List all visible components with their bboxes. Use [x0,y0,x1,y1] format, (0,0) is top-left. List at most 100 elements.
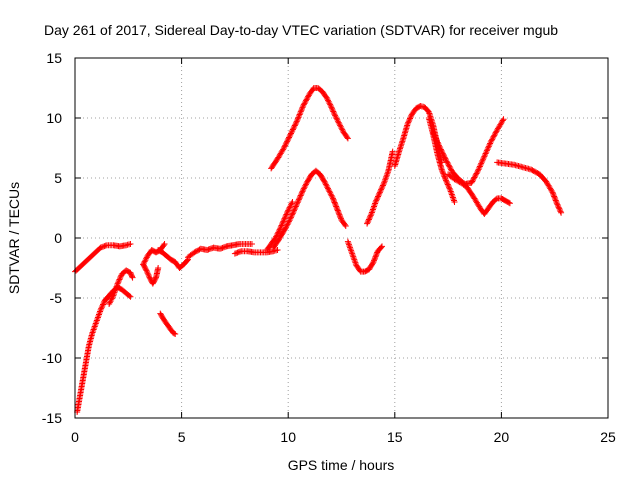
data-point [383,172,390,179]
data-point [440,172,447,178]
data-point [140,260,147,266]
data-point [439,167,446,174]
data-point [323,182,330,189]
data-point [142,257,149,264]
data-point [248,241,255,247]
data-point [487,139,494,145]
data-point [289,210,296,217]
data-point [404,121,411,127]
data-point [294,200,301,207]
data-point [273,233,280,240]
data-point [345,240,352,247]
data-point [95,311,102,318]
data-point [407,115,414,122]
data-point [280,146,287,153]
data-point [108,296,115,303]
data-point [285,218,292,225]
data-point [444,181,451,188]
data-point [440,170,447,177]
data-point [338,125,345,132]
data-point [293,119,300,126]
data-point [558,209,565,216]
data-point [324,96,331,102]
data-point [281,215,288,222]
data-point [127,293,134,300]
data-point [350,255,357,262]
data-point [554,201,561,208]
data-point [297,193,304,200]
data-point [337,122,344,129]
data-point [109,294,116,300]
data-point [451,199,458,205]
data-point [282,214,289,221]
data-point [439,149,446,156]
series-arc-3 [106,267,136,307]
data-point [296,111,303,118]
data-point [98,305,105,312]
data-point [443,178,450,185]
series-arc-16 [425,115,458,205]
data-point [483,147,490,154]
data-point [551,193,558,200]
data-point [449,194,456,201]
data-point [129,273,136,280]
axis-ticks: 0 5 10 15 20 25 -15 -10 -5 0 5 10 15 [42,50,616,445]
data-point [371,203,378,210]
data-point [288,201,295,208]
data-point [305,93,312,100]
data-point [479,157,486,164]
data-point [447,166,454,173]
data-point [446,163,453,170]
data-point [334,116,341,123]
data-point [486,141,493,148]
data-point [371,257,378,264]
data-point [372,253,379,260]
data-point [303,180,310,186]
data-point [475,166,482,173]
data-point [478,159,485,166]
data-point [379,183,386,190]
data-point [286,134,293,141]
data-point [477,162,484,169]
data-point [288,129,295,136]
data-point [195,247,202,254]
data-point [327,191,334,198]
series-arc-19 [494,159,565,216]
series-arc-4 [140,261,162,287]
data-point [272,235,279,241]
data-point [326,100,333,107]
data-point [452,176,459,183]
data-point [351,258,358,265]
x-tick-label: 10 [280,429,296,445]
data-point [481,151,488,158]
data-point [91,325,98,331]
data-point [332,202,339,209]
data-point [160,242,167,249]
data-point [473,170,480,177]
data-point [284,137,291,144]
data-point [280,218,287,225]
data-point [302,181,309,188]
chart-title: Day 261 of 2017, Sidereal Day-to-day VTE… [44,22,558,38]
data-point [342,223,349,229]
data-point [289,211,296,218]
data-point [106,301,113,307]
data-point [282,212,289,219]
data-point [437,146,444,153]
data-point [290,208,297,215]
data-point [117,273,124,280]
data-point [367,212,374,219]
x-tick-label: 25 [600,429,616,445]
data-point [446,184,453,191]
data-point [434,139,441,146]
data-point [304,95,311,101]
data-point [284,208,291,215]
data-point [406,116,413,123]
data-point [480,154,487,161]
data-point [292,204,299,211]
data-point [143,255,150,262]
y-tick-label: -10 [42,350,62,366]
data-point [286,133,293,140]
data-point [141,258,148,265]
